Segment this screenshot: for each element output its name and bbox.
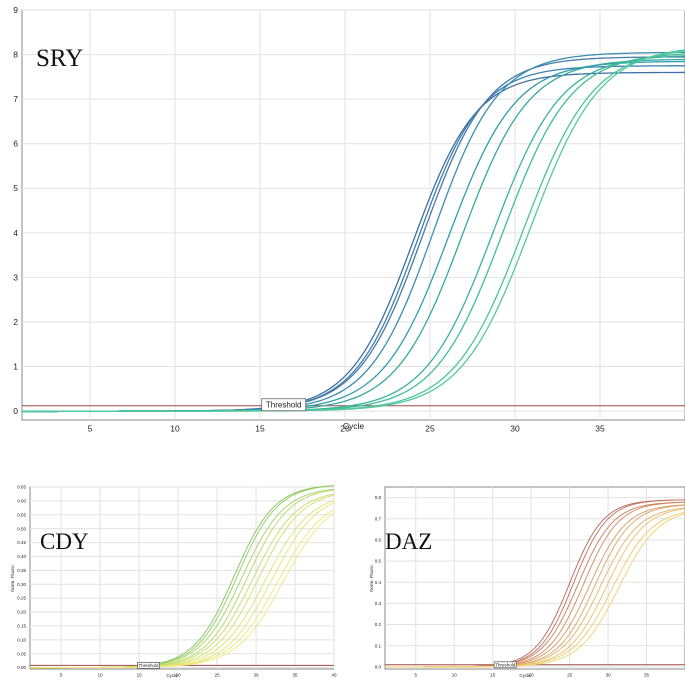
cdy-chart: 5 10 15 20 25 30 35 40 0.00 0.05 0.10 0.15 0.20 0.25 0… <box>10 485 337 678</box>
cdy-amplification-curve <box>29 512 335 669</box>
sry-y-tick-label: 9 <box>13 5 18 15</box>
cdy-y-tick-label: 0.40 <box>17 554 26 559</box>
cdy-y-tick-label: 0.30 <box>17 582 26 587</box>
sry-y-tick-label: 0 <box>13 406 18 416</box>
daz-y-tick-label: 0.3 <box>375 601 382 606</box>
sry-amplification-curve <box>21 65 685 413</box>
sry-y-tick-label: 7 <box>13 94 18 104</box>
sry-x-tick-label: 25 <box>425 424 435 434</box>
daz-y-tick-label: 0.0 <box>375 664 382 669</box>
sry-x-axis-label: Cycle <box>343 421 365 431</box>
sry-y-tick-label: 4 <box>13 228 18 238</box>
daz-y-axis-label: Norm. Fluoro. <box>369 564 374 592</box>
sry-x-tick-label: 35 <box>595 424 605 434</box>
daz-x-tick-label: 10 <box>452 673 458 678</box>
cdy-x-tick-label: 5 <box>60 673 63 678</box>
sry-y-tick-label: 3 <box>13 272 18 282</box>
daz-amplification-curve <box>384 499 685 668</box>
cdy-y-tick-label: 0.10 <box>17 637 26 642</box>
daz-x-tick-label: 25 <box>567 673 573 678</box>
daz-y-tick-label: 0.1 <box>375 643 382 648</box>
cdy-x-tick-label: 10 <box>98 673 104 678</box>
cdy-x-tick-label: 30 <box>254 673 260 678</box>
sry-y-tick-label: 1 <box>13 361 18 371</box>
daz-x-axis-label: Cycle <box>519 673 531 678</box>
sry-x-tick-label: 5 <box>88 424 93 434</box>
cdy-threshold-box <box>137 661 160 669</box>
cdy-y-tick-label: 0.00 <box>17 665 26 670</box>
sry-y-tick-label: 2 <box>13 317 18 327</box>
cdy-x-tick-label: 35 <box>293 673 299 678</box>
daz-plot-frame <box>384 486 685 670</box>
sry-amplification-curve <box>21 49 685 413</box>
cdy-x-tick-label: 20 <box>176 673 182 678</box>
daz-x-tick-label: 30 <box>606 673 612 678</box>
daz-amplification-curve <box>384 501 685 668</box>
sry-y-tick-label: 6 <box>13 139 18 149</box>
cdy-y-tick-label: 0.55 <box>17 512 26 517</box>
cdy-amplification-curve <box>29 488 335 669</box>
sry-y-tick-label: 8 <box>13 50 18 60</box>
sry-y-tick-label: 5 <box>13 183 18 193</box>
cdy-y-tick-label: 0.20 <box>17 610 26 615</box>
sry-x-tick-label: 10 <box>170 424 180 434</box>
cdy-y-tick-label: 0.25 <box>17 596 26 601</box>
cdy-y-tick-label: 0.65 <box>17 485 26 490</box>
daz-x-tick-label: 35 <box>644 673 650 678</box>
daz-y-tick-label: 0.5 <box>375 559 382 564</box>
cdy-y-tick-label: 0.35 <box>17 568 26 573</box>
daz-x-tick-label: 5 <box>415 673 418 678</box>
cdy-y-tick-label: 0.45 <box>17 540 26 545</box>
cdy-threshold-label: Threshold <box>139 663 160 668</box>
cdy-amplification-curve <box>29 494 335 669</box>
sry-panel-title: SRY <box>36 45 83 72</box>
daz-chart: 5 10 15 20 25 30 35 0.0 0.1 0.2 0.3 0.4 0.5 0.6 0.7 0.8… <box>369 486 685 678</box>
sry-amplification-curve <box>21 58 685 413</box>
cdy-x-tick-label: 15 <box>137 673 143 678</box>
daz-amplification-curve <box>384 501 685 668</box>
cdy-y-tick-label: 0.60 <box>17 498 26 503</box>
cdy-amplification-curve <box>29 502 335 669</box>
sry-threshold-label: Threshold <box>266 401 302 410</box>
sry-amplification-curve <box>21 71 685 413</box>
cdy-amplification-curve <box>29 493 335 669</box>
sry-x-tick-label: 30 <box>510 424 520 434</box>
cdy-y-tick-label: 0.15 <box>17 624 26 629</box>
daz-amplification-curve <box>384 513 685 668</box>
daz-panel-title: DAZ <box>385 529 432 554</box>
cdy-x-tick-label: 25 <box>215 673 221 678</box>
sry-plot-frame <box>21 9 685 421</box>
cdy-amplification-curve <box>29 485 335 669</box>
daz-y-tick-label: 0.2 <box>375 622 382 627</box>
cdy-amplification-curve <box>29 489 335 669</box>
sry-x-tick-label: 20 <box>340 424 350 434</box>
daz-x-tick-label: 15 <box>490 673 496 678</box>
daz-x-tick-label: 20 <box>529 673 535 678</box>
sry-amplification-curve <box>21 60 685 413</box>
daz-threshold-label: Threshold <box>495 662 516 667</box>
daz-y-tick-label: 0.4 <box>375 580 382 585</box>
cdy-panel-title: CDY <box>40 529 89 554</box>
cdy-x-axis-label: Cycle <box>166 673 178 678</box>
cdy-y-axis-label: Norm. Fluoro. <box>10 564 15 592</box>
daz-threshold-box <box>493 661 517 669</box>
cdy-x-tick-label: 40 <box>331 673 337 678</box>
sry-amplification-curve <box>21 51 685 413</box>
cdy-amplification-curve <box>29 485 335 669</box>
sry-chart: 5 10 15 20 25 30 35 0 1 2 3 4 5 6 7 8 9 Cycle Threshold SRY <box>13 5 685 434</box>
sry-amplification-curve <box>21 55 685 413</box>
daz-y-tick-label: 0.8 <box>375 495 382 500</box>
sry-amplification-curve <box>21 56 685 413</box>
cdy-y-tick-label: 0.50 <box>17 526 26 531</box>
sry-amplification-curve <box>21 50 685 413</box>
daz-amplification-curve <box>384 499 685 668</box>
daz-y-tick-label: 0.6 <box>375 537 382 542</box>
daz-y-tick-label: 0.7 <box>375 516 382 521</box>
cdy-y-tick-label: 0.05 <box>17 651 26 656</box>
sry-x-tick-label: 15 <box>255 424 265 434</box>
sry-threshold-box <box>261 398 307 412</box>
